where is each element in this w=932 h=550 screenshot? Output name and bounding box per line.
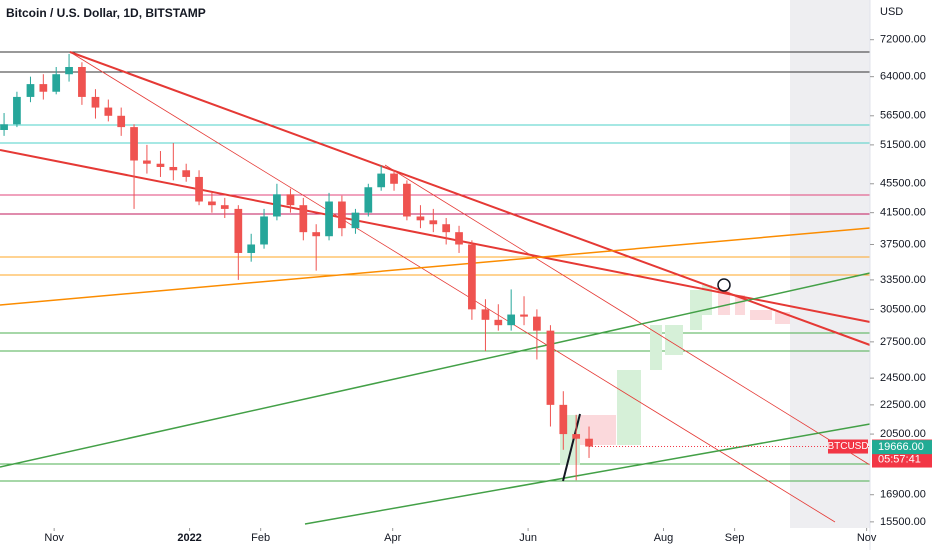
- trend-line: [0, 227, 871, 306]
- candle-body: [325, 201, 333, 237]
- x-tick-label: Aug: [654, 532, 674, 544]
- candle-body: [364, 187, 373, 213]
- candle-body: [507, 314, 516, 326]
- candle-body: [546, 330, 555, 405]
- y-tick-label: 22500.00: [880, 399, 926, 411]
- candle-body: [559, 404, 568, 435]
- x-tick-label: Sep: [725, 532, 745, 544]
- projection-box: [718, 290, 730, 315]
- y-tick-label: 16900.00: [880, 489, 926, 501]
- x-tick-label: Jun: [519, 532, 537, 544]
- candle-body: [39, 84, 48, 92]
- candle-body: [533, 316, 541, 331]
- candle-body: [429, 220, 438, 225]
- x-tick-label: Nov: [857, 532, 877, 544]
- candle-body: [65, 66, 73, 75]
- candle-body: [260, 216, 268, 245]
- y-tick-label: 41500.00: [880, 207, 926, 219]
- price-label: 19666.00: [878, 441, 924, 453]
- candle-body: [403, 183, 411, 217]
- candle-body: [273, 194, 281, 217]
- candle-body: [234, 208, 243, 253]
- candle-body: [312, 232, 321, 237]
- y-tick-label: 27500.00: [880, 336, 926, 348]
- y-tick-label: 37500.00: [880, 238, 926, 250]
- candle-body: [442, 224, 451, 233]
- candle-body: [104, 107, 113, 116]
- candle-body: [416, 216, 425, 221]
- candle-body: [0, 124, 8, 131]
- candle-body: [468, 244, 476, 310]
- symbol-tag: [828, 439, 868, 454]
- candle-body: [220, 205, 229, 209]
- candle-body: [299, 205, 308, 233]
- trend-line: [69, 51, 836, 523]
- candle-body: [351, 212, 360, 229]
- candle-body: [195, 176, 203, 202]
- x-tick-label: Feb: [251, 532, 270, 544]
- price-tag: [872, 440, 932, 455]
- candle-body: [286, 194, 295, 206]
- candle-body: [156, 163, 165, 167]
- candle-body: [481, 309, 490, 320]
- x-tick-label: Nov: [44, 532, 64, 544]
- y-tick-label: 45500.00: [880, 178, 926, 190]
- candle-body: [572, 434, 581, 439]
- candle-body: [247, 244, 256, 253]
- candle-body: [494, 319, 503, 326]
- candle-body: [455, 232, 463, 245]
- candle-body: [520, 314, 528, 317]
- candle-body: [52, 74, 61, 92]
- projection-box: [702, 285, 712, 315]
- y-tick-label: 24500.00: [880, 372, 926, 384]
- y-tick-label: 20500.00: [880, 428, 926, 440]
- candle-body: [130, 127, 138, 161]
- chart-title: Bitcoin / U.S. Dollar, 1D, BITSTAMP: [6, 6, 206, 20]
- candle-body: [338, 201, 346, 229]
- candle-body: [26, 84, 35, 97]
- drawings: [0, 51, 871, 525]
- candle-body: [13, 96, 21, 125]
- candle-body: [208, 201, 216, 206]
- y-tick-label: 56500.00: [880, 110, 926, 122]
- projection-box: [665, 325, 683, 355]
- candle-body: [182, 170, 191, 177]
- projection-box: [690, 290, 702, 330]
- candle-body: [377, 173, 386, 188]
- trend-line: [384, 164, 871, 466]
- trend-line: [562, 413, 581, 482]
- candle-body: [91, 96, 100, 108]
- projection-box: [617, 370, 641, 445]
- countdown-label: 05:57:41: [878, 453, 921, 465]
- projection-box: [735, 295, 745, 315]
- trend-line: [304, 423, 871, 525]
- candle-body: [390, 173, 398, 184]
- x-tick-label: 2022: [177, 532, 201, 544]
- y-tick-label: 30500.00: [880, 303, 926, 315]
- y-tick-label: 64000.00: [880, 71, 926, 83]
- candle-body: [143, 160, 151, 164]
- y-tick-label: 72000.00: [880, 34, 926, 46]
- trend-line: [0, 272, 871, 468]
- x-tick-label: Apr: [384, 532, 401, 544]
- symbol-label: BTCUSD: [827, 441, 868, 452]
- y-unit: USD: [880, 6, 903, 18]
- y-tick-label: 51500.00: [880, 139, 926, 151]
- candle-body: [78, 66, 86, 97]
- y-tick-label: 15500.00: [880, 516, 926, 528]
- marker-circle: [717, 278, 731, 292]
- projection-box: [750, 310, 772, 320]
- candle-body: [585, 438, 593, 447]
- candle-body: [117, 115, 126, 128]
- trend-line: [0, 149, 871, 323]
- y-tick-label: 33500.00: [880, 274, 926, 286]
- projection-box: [650, 325, 662, 370]
- candle-body: [169, 166, 178, 171]
